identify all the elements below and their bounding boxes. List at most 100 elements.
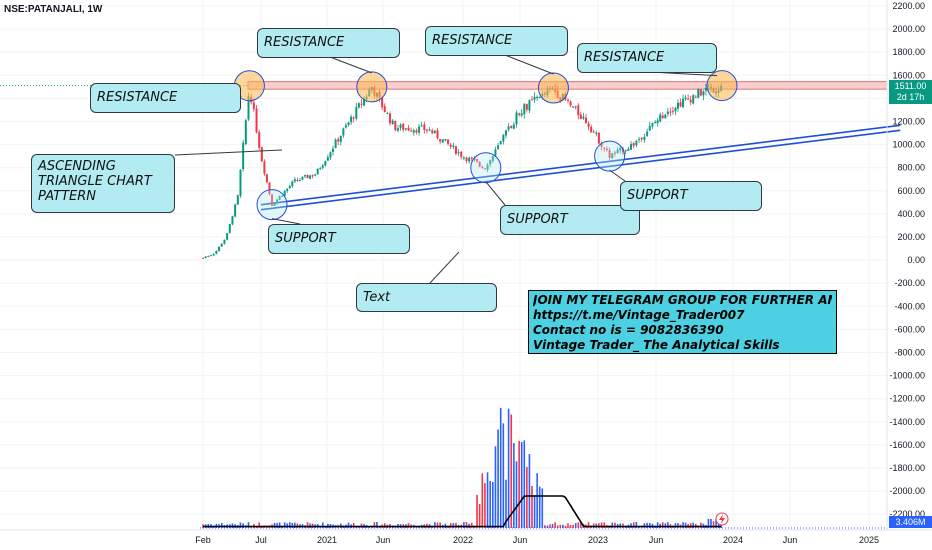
support-callout-3[interactable]: SUPPORT (620, 181, 762, 211)
candle[interactable] (582, 112, 585, 120)
candle[interactable] (228, 223, 231, 234)
candle[interactable] (212, 253, 215, 257)
candle[interactable] (291, 180, 294, 188)
candle[interactable] (454, 145, 457, 156)
candle[interactable] (525, 103, 528, 113)
candle[interactable] (342, 127, 345, 138)
candle[interactable] (319, 166, 322, 170)
candle[interactable] (286, 188, 289, 193)
candle[interactable] (357, 102, 360, 109)
candle[interactable] (304, 174, 306, 179)
candle[interactable] (538, 96, 541, 99)
candle[interactable] (507, 123, 510, 132)
candle[interactable] (624, 149, 627, 155)
candle[interactable] (447, 138, 450, 146)
candle[interactable] (659, 112, 662, 123)
candle[interactable] (396, 124, 399, 133)
candle[interactable] (350, 114, 353, 125)
candle[interactable] (441, 139, 444, 144)
candle[interactable] (293, 176, 296, 183)
candle[interactable] (383, 103, 386, 113)
candle[interactable] (339, 135, 342, 146)
candle[interactable] (332, 145, 335, 156)
candle[interactable] (355, 103, 358, 121)
candle[interactable] (386, 111, 389, 115)
candle[interactable] (360, 99, 363, 109)
candle[interactable] (515, 110, 518, 128)
candle[interactable] (324, 160, 327, 167)
candle[interactable] (415, 128, 418, 135)
candle[interactable] (281, 195, 284, 198)
candle[interactable] (298, 178, 301, 182)
candle[interactable] (499, 141, 502, 145)
telegram-info-box[interactable]: JOIN MY TELEGRAM GROUP FOR FURTHER ANALY… (528, 290, 837, 354)
candle[interactable] (423, 121, 426, 134)
candle[interactable] (204, 255, 207, 259)
candle[interactable] (347, 121, 350, 127)
candle[interactable] (595, 130, 598, 137)
candle[interactable] (536, 95, 539, 101)
candle[interactable] (587, 121, 590, 131)
candle[interactable] (402, 122, 405, 133)
candle[interactable] (661, 112, 664, 119)
candle[interactable] (600, 141, 603, 151)
candle[interactable] (404, 127, 407, 131)
candle[interactable] (460, 150, 463, 160)
candle[interactable] (418, 123, 421, 136)
candle[interactable] (679, 98, 682, 108)
candle[interactable] (444, 138, 447, 142)
candle[interactable] (677, 99, 679, 112)
candle[interactable] (407, 124, 410, 132)
candle[interactable] (263, 159, 266, 176)
candle[interactable] (436, 127, 439, 140)
text-callout[interactable]: Text (356, 283, 497, 312)
candle[interactable] (276, 198, 279, 205)
candle[interactable] (699, 89, 702, 97)
resistance-callout-2[interactable]: RESISTANCE (257, 28, 400, 58)
candle[interactable] (621, 146, 624, 155)
candle[interactable] (309, 174, 312, 180)
candle[interactable] (478, 161, 481, 168)
candle[interactable] (223, 239, 226, 245)
candle[interactable] (425, 128, 428, 134)
candle[interactable] (702, 90, 705, 101)
candle[interactable] (252, 98, 255, 112)
candle[interactable] (674, 106, 677, 116)
candle[interactable] (646, 128, 649, 137)
candle[interactable] (531, 96, 533, 101)
candle[interactable] (220, 243, 223, 247)
candle[interactable] (627, 146, 630, 151)
support-callout-2[interactable]: SUPPORT (500, 205, 640, 235)
candle[interactable] (202, 257, 204, 259)
candle[interactable] (273, 202, 276, 206)
candle[interactable] (666, 107, 669, 117)
candle[interactable] (528, 99, 531, 114)
candle[interactable] (520, 109, 523, 118)
candle[interactable] (207, 255, 210, 258)
candle[interactable] (433, 129, 436, 134)
candle[interactable] (605, 146, 608, 152)
candle[interactable] (431, 128, 434, 135)
resistance-callout-3[interactable]: RESISTANCE (425, 26, 568, 56)
candle[interactable] (574, 105, 577, 110)
candle[interactable] (654, 120, 657, 124)
candle[interactable] (638, 136, 641, 143)
candle[interactable] (619, 146, 622, 154)
candle[interactable] (215, 250, 218, 255)
resistance-callout-4[interactable]: RESISTANCE (577, 43, 717, 73)
candle[interactable] (420, 121, 423, 127)
candle[interactable] (579, 111, 582, 120)
candle[interactable] (632, 141, 635, 149)
lightning-icon[interactable] (715, 512, 729, 526)
candle[interactable] (311, 174, 314, 179)
candle[interactable] (389, 111, 392, 126)
candle[interactable] (476, 158, 479, 163)
candle[interactable] (577, 103, 580, 120)
candle[interactable] (648, 122, 651, 131)
candle[interactable] (687, 94, 690, 100)
resistance-callout-1[interactable]: RESISTANCE (90, 83, 241, 113)
candle[interactable] (239, 169, 242, 198)
candle[interactable] (567, 98, 569, 104)
candle[interactable] (572, 106, 575, 109)
